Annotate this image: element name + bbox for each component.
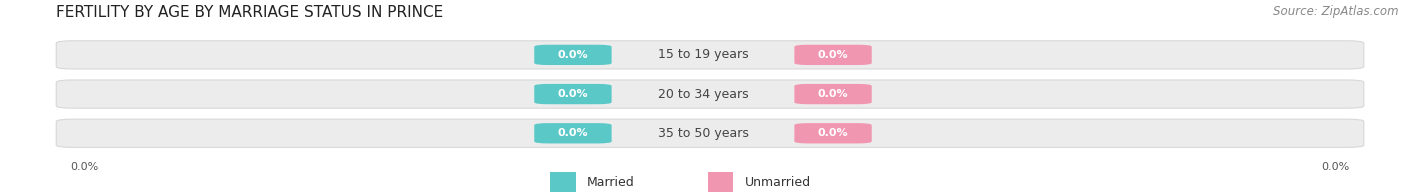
Text: 20 to 34 years: 20 to 34 years (658, 88, 748, 101)
Text: 0.0%: 0.0% (818, 89, 848, 99)
Text: 0.0%: 0.0% (558, 50, 588, 60)
FancyBboxPatch shape (534, 123, 612, 143)
FancyBboxPatch shape (56, 119, 1364, 147)
Text: 15 to 19 years: 15 to 19 years (658, 48, 748, 61)
Text: Unmarried: Unmarried (745, 176, 811, 189)
FancyBboxPatch shape (794, 45, 872, 65)
FancyBboxPatch shape (551, 172, 576, 192)
Text: 0.0%: 0.0% (70, 162, 98, 172)
FancyBboxPatch shape (534, 84, 612, 104)
FancyBboxPatch shape (794, 123, 872, 143)
Text: 0.0%: 0.0% (558, 128, 588, 138)
Text: Source: ZipAtlas.com: Source: ZipAtlas.com (1274, 5, 1399, 18)
Text: 0.0%: 0.0% (818, 50, 848, 60)
FancyBboxPatch shape (534, 45, 612, 65)
FancyBboxPatch shape (56, 41, 1364, 69)
Text: 0.0%: 0.0% (1322, 162, 1350, 172)
Text: Married: Married (588, 176, 634, 189)
FancyBboxPatch shape (709, 172, 734, 192)
Text: 35 to 50 years: 35 to 50 years (658, 127, 748, 140)
FancyBboxPatch shape (56, 80, 1364, 108)
Text: 0.0%: 0.0% (818, 128, 848, 138)
Text: FERTILITY BY AGE BY MARRIAGE STATUS IN PRINCE: FERTILITY BY AGE BY MARRIAGE STATUS IN P… (56, 5, 443, 20)
FancyBboxPatch shape (794, 84, 872, 104)
Text: 0.0%: 0.0% (558, 89, 588, 99)
